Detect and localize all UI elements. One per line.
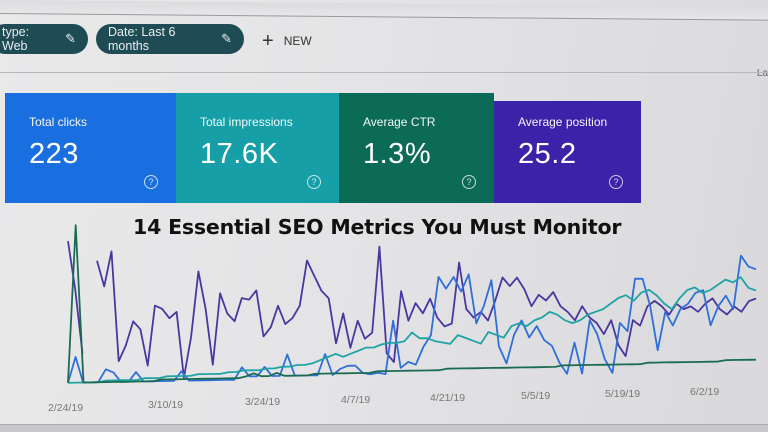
metric-label: Total impressions bbox=[200, 115, 293, 129]
help-icon[interactable]: ? bbox=[307, 175, 321, 189]
x-tick: 3/24/19 bbox=[245, 396, 281, 408]
new-button-label: NEW bbox=[283, 34, 312, 48]
x-tick: 5/5/19 bbox=[521, 390, 551, 402]
metric-card-average-position[interactable]: Average position 25.2 ? bbox=[494, 101, 641, 203]
overlay-headline: 14 Essential SEO Metrics You Must Monito… bbox=[133, 215, 622, 239]
x-tick: 5/19/19 bbox=[605, 388, 641, 400]
chip-label: Date: Last 6 months bbox=[108, 25, 176, 53]
new-filter-button[interactable]: + NEW bbox=[262, 30, 312, 52]
series-line bbox=[67, 240, 757, 379]
metric-cards: Total clicks 223 ? Total impressions 17.… bbox=[5, 93, 641, 203]
metric-value: 17.6K bbox=[200, 138, 279, 170]
metric-card-total-clicks[interactable]: Total clicks 223 ? bbox=[5, 93, 176, 203]
monitor-bottom-bezel bbox=[0, 424, 768, 432]
x-tick: 4/7/19 bbox=[341, 394, 371, 406]
help-icon[interactable]: ? bbox=[609, 175, 623, 189]
metric-card-average-ctr[interactable]: Average CTR 1.3% ? bbox=[339, 93, 494, 203]
filter-bar: type: Web ✎ Date: Last 6 months ✎ + NEW … bbox=[0, 18, 768, 79]
performance-chart[interactable] bbox=[0, 205, 768, 432]
truncated-right-label: La bbox=[756, 68, 768, 79]
chip-label: type: Web bbox=[2, 25, 30, 53]
x-tick: 4/21/19 bbox=[430, 392, 466, 404]
metric-card-total-impressions[interactable]: Total impressions 17.6K ? bbox=[176, 93, 339, 203]
x-tick: 3/10/19 bbox=[148, 399, 184, 411]
plus-icon: + bbox=[262, 30, 274, 52]
filter-chip-date[interactable]: Date: Last 6 months ✎ bbox=[96, 24, 244, 54]
series-line bbox=[67, 254, 757, 384]
metric-value: 25.2 bbox=[518, 138, 577, 170]
metric-label: Average CTR bbox=[363, 115, 436, 129]
metric-label: Total clicks bbox=[29, 115, 88, 129]
help-icon[interactable]: ? bbox=[462, 175, 476, 189]
series-line bbox=[67, 224, 757, 384]
metric-label: Average position bbox=[518, 115, 608, 129]
help-icon[interactable]: ? bbox=[144, 175, 158, 189]
x-tick: 2/24/19 bbox=[48, 402, 84, 414]
line-chart-plot bbox=[67, 224, 757, 384]
metric-value: 1.3% bbox=[363, 138, 432, 170]
metric-value: 223 bbox=[29, 138, 79, 170]
pencil-icon[interactable]: ✎ bbox=[221, 31, 232, 46]
x-tick: 6/2/19 bbox=[690, 386, 720, 398]
filter-chip-search-type[interactable]: type: Web ✎ bbox=[0, 24, 88, 54]
pencil-icon[interactable]: ✎ bbox=[65, 31, 76, 46]
divider bbox=[0, 72, 768, 73]
series-line bbox=[67, 276, 757, 384]
